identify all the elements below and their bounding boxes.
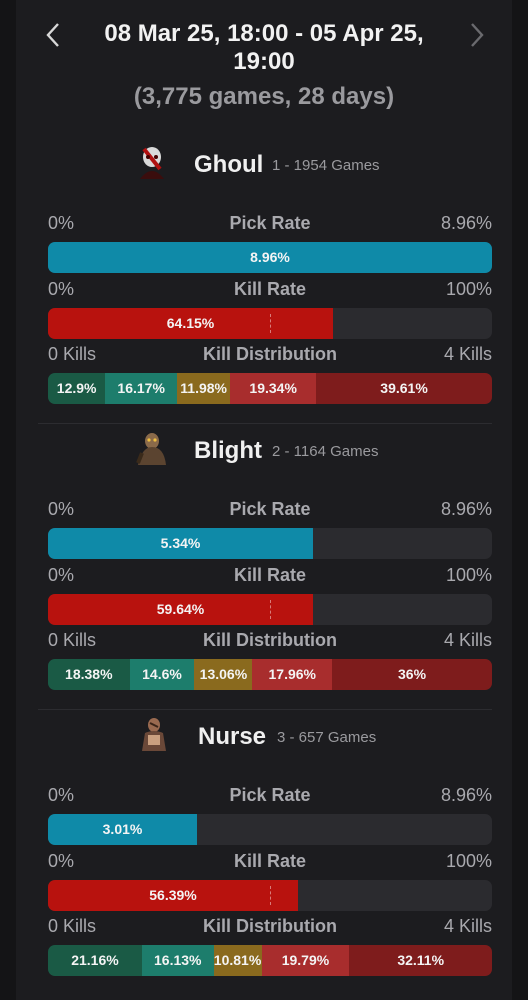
kills-1-segment: 16.13%: [141, 945, 214, 976]
pick-rate-min: 0%: [48, 499, 75, 519]
kill-rate-fill: [48, 308, 333, 339]
kill-distribution-max: 4 Kills: [443, 630, 492, 650]
pick-rate-max: 8.96%: [440, 785, 492, 805]
previous-period-button[interactable]: [38, 20, 68, 50]
nurse-portrait-icon: [136, 715, 172, 753]
kill-rate-labels: 0% Kill Rate 100%: [48, 279, 492, 301]
kill-rate-bar: 59.64%: [48, 594, 492, 625]
fifty-percent-marker: [270, 600, 271, 619]
fifty-percent-marker: [270, 886, 271, 905]
kill-rate-title: Kill Rate: [233, 279, 307, 299]
pick-rate-fill: [48, 528, 313, 559]
kill-distribution-min: 0 Kills: [48, 916, 97, 936]
killer-card[interactable]: Nurse 3 - 657 Games 0% Pick Rate 8.96% 3…: [0, 709, 528, 997]
kills-4-segment: 32.11%: [349, 945, 492, 976]
pick-rate-title: Pick Rate: [229, 499, 311, 519]
pick-rate-labels: 0% Pick Rate 8.96%: [48, 785, 492, 807]
killer-rank-games: 2 - 1164 Games: [272, 443, 379, 460]
section-divider: [38, 423, 492, 424]
kills-4-segment: 39.61%: [316, 373, 492, 404]
kills-2-segment: 10.81%: [213, 945, 262, 976]
pick-rate-bar: 3.01%: [48, 814, 492, 845]
kill-distribution-bar: 21.16% 16.13% 10.81% 19.79% 32.11%: [48, 945, 492, 976]
kills-3-segment: 17.96%: [252, 659, 333, 690]
killer-name: Nurse: [198, 723, 267, 750]
pick-rate-value: 5.34%: [160, 535, 201, 551]
kill-distribution-min: 0 Kills: [48, 344, 97, 364]
pick-rate-fill: [48, 814, 197, 845]
pick-rate-title: Pick Rate: [229, 213, 311, 233]
killer-title-row: Blight 2 - 1164 Games: [0, 425, 528, 471]
kill-distribution-max: 4 Kills: [443, 916, 492, 936]
pick-rate-min: 0%: [48, 785, 75, 805]
killer-rank-games: 3 - 657 Games: [277, 729, 377, 746]
kills-3-segment: 19.79%: [261, 945, 350, 976]
section-divider: [38, 709, 492, 710]
kill-rate-title: Kill Rate: [233, 565, 307, 585]
pick-rate-min: 0%: [48, 213, 75, 233]
kill-distribution-max: 4 Kills: [443, 344, 492, 364]
kill-distribution-labels: 0 Kills Kill Distribution 4 Kills: [48, 630, 492, 652]
pick-rate-bar: 5.34%: [48, 528, 492, 559]
kill-rate-max: 100%: [445, 565, 492, 585]
next-period-button[interactable]: [462, 20, 492, 50]
date-header: 08 Mar 25, 18:00 - 05 Apr 25, 19:00 (3,7…: [0, 0, 528, 120]
blight-portrait-icon: [134, 429, 170, 467]
kill-rate-min: 0%: [48, 565, 75, 585]
kills-4-segment: 36%: [332, 659, 492, 690]
kills-0-segment: 21.16%: [48, 945, 142, 976]
kill-distribution-labels: 0 Kills Kill Distribution 4 Kills: [48, 916, 492, 938]
kill-rate-value: 59.64%: [156, 601, 205, 617]
killer-title-row: Ghoul 1 - 1954 Games: [0, 139, 528, 185]
killer-card[interactable]: Blight 2 - 1164 Games 0% Pick Rate 8.96%…: [0, 423, 528, 711]
pick-rate-max: 8.96%: [440, 213, 492, 233]
kill-distribution-title: Kill Distribution: [203, 916, 337, 936]
kill-distribution-title: Kill Distribution: [203, 344, 337, 364]
chevron-right-icon: [471, 23, 484, 47]
killer-title-row: Nurse 3 - 657 Games: [0, 711, 528, 757]
kill-distribution-labels: 0 Kills Kill Distribution 4 Kills: [48, 344, 492, 366]
kills-0-segment: 12.9%: [48, 373, 106, 404]
pick-rate-bar: 8.96%: [48, 242, 492, 273]
kills-1-segment: 16.17%: [105, 373, 178, 404]
ghoul-portrait-icon: [134, 143, 170, 181]
kill-distribution-min: 0 Kills: [48, 630, 97, 650]
kill-rate-fill: [48, 594, 313, 625]
kill-rate-min: 0%: [48, 851, 75, 871]
kills-2-segment: 13.06%: [194, 659, 253, 690]
killer-name: Ghoul: [194, 151, 264, 178]
pick-rate-labels: 0% Pick Rate 8.96%: [48, 213, 492, 235]
kill-rate-labels: 0% Kill Rate 100%: [48, 565, 492, 587]
kill-rate-value: 64.15%: [166, 315, 215, 331]
kill-distribution-bar: 18.38% 14.6% 13.06% 17.96% 36%: [48, 659, 492, 690]
killer-name: Blight: [194, 437, 262, 464]
kills-3-segment: 19.34%: [230, 373, 317, 404]
kill-rate-max: 100%: [445, 279, 492, 299]
date-range: 08 Mar 25, 18:00 - 05 Apr 25, 19:00: [104, 20, 424, 75]
kills-0-segment: 18.38%: [48, 659, 130, 690]
killer-rank-games: 1 - 1954 Games: [272, 157, 380, 174]
pick-rate-title: Pick Rate: [229, 785, 311, 805]
kills-2-segment: 11.98%: [177, 373, 231, 404]
kill-rate-bar: 64.15%: [48, 308, 492, 339]
pick-rate-fill: [48, 242, 492, 273]
pick-rate-max: 8.96%: [440, 499, 492, 519]
pick-rate-value: 8.96%: [250, 249, 290, 265]
kill-rate-labels: 0% Kill Rate 100%: [48, 851, 492, 873]
kill-rate-title: Kill Rate: [233, 851, 307, 871]
kill-rate-fill: [48, 880, 298, 911]
games-summary: (3,775 games, 28 days): [133, 83, 395, 110]
kill-rate-max: 100%: [445, 851, 492, 871]
pick-rate-labels: 0% Pick Rate 8.96%: [48, 499, 492, 521]
kills-1-segment: 14.6%: [129, 659, 195, 690]
fifty-percent-marker: [270, 314, 271, 333]
kill-rate-value: 56.39%: [149, 887, 197, 903]
pick-rate-value: 3.01%: [102, 821, 143, 837]
chevron-left-icon: [46, 23, 59, 47]
kill-rate-min: 0%: [48, 279, 75, 299]
kill-distribution-title: Kill Distribution: [203, 630, 337, 650]
kill-rate-bar: 56.39%: [48, 880, 492, 911]
killer-card[interactable]: Ghoul 1 - 1954 Games 0% Pick Rate 8.96% …: [0, 139, 528, 425]
kill-distribution-bar: 12.9% 16.17% 11.98% 19.34% 39.61%: [48, 373, 492, 404]
